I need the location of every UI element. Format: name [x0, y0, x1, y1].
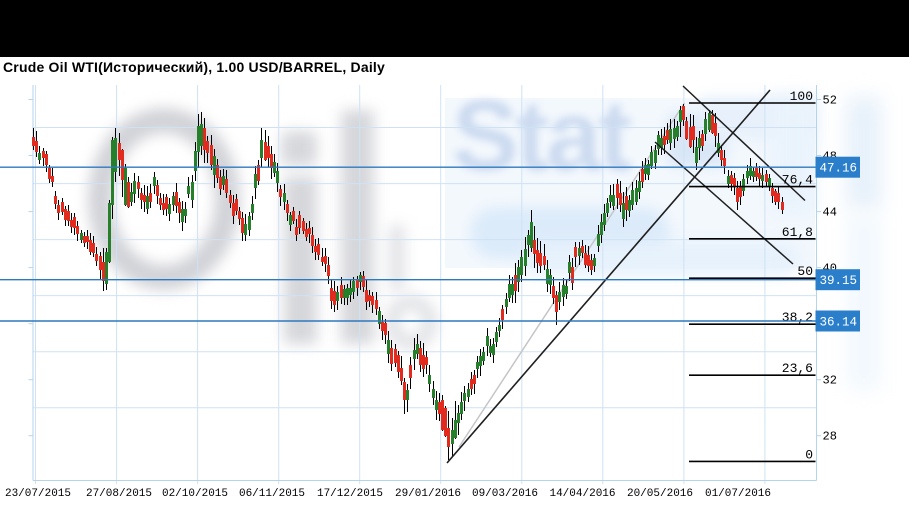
svg-text:76,4: 76,4	[782, 173, 813, 188]
svg-text:06/11/2015: 06/11/2015	[239, 488, 305, 500]
svg-text:09/03/2016: 09/03/2016	[472, 488, 538, 500]
svg-text:02/10/2015: 02/10/2015	[162, 488, 228, 500]
svg-text:17/12/2015: 17/12/2015	[317, 488, 383, 500]
svg-text:01/07/2016: 01/07/2016	[705, 488, 771, 500]
svg-text:100: 100	[790, 89, 813, 104]
svg-text:23/07/2015: 23/07/2015	[5, 488, 71, 500]
svg-text:44: 44	[823, 206, 837, 220]
svg-text:32: 32	[823, 374, 837, 388]
svg-text:52: 52	[823, 94, 837, 108]
svg-text:29/01/2016: 29/01/2016	[395, 488, 461, 500]
svg-text:27/08/2015: 27/08/2015	[86, 488, 152, 500]
svg-text:20/05/2016: 20/05/2016	[627, 488, 693, 500]
svg-text:23,6: 23,6	[782, 361, 813, 376]
svg-text:0: 0	[805, 447, 813, 462]
svg-text:39.15: 39.15	[820, 274, 858, 288]
svg-text:38,2: 38,2	[782, 310, 813, 325]
svg-text:61,8: 61,8	[782, 225, 813, 240]
svg-text:47.16: 47.16	[820, 162, 858, 176]
svg-text:50: 50	[797, 264, 813, 279]
svg-text:14/04/2016: 14/04/2016	[549, 488, 615, 500]
svg-text:36.14: 36.14	[820, 316, 858, 330]
svg-text:28: 28	[823, 430, 837, 444]
